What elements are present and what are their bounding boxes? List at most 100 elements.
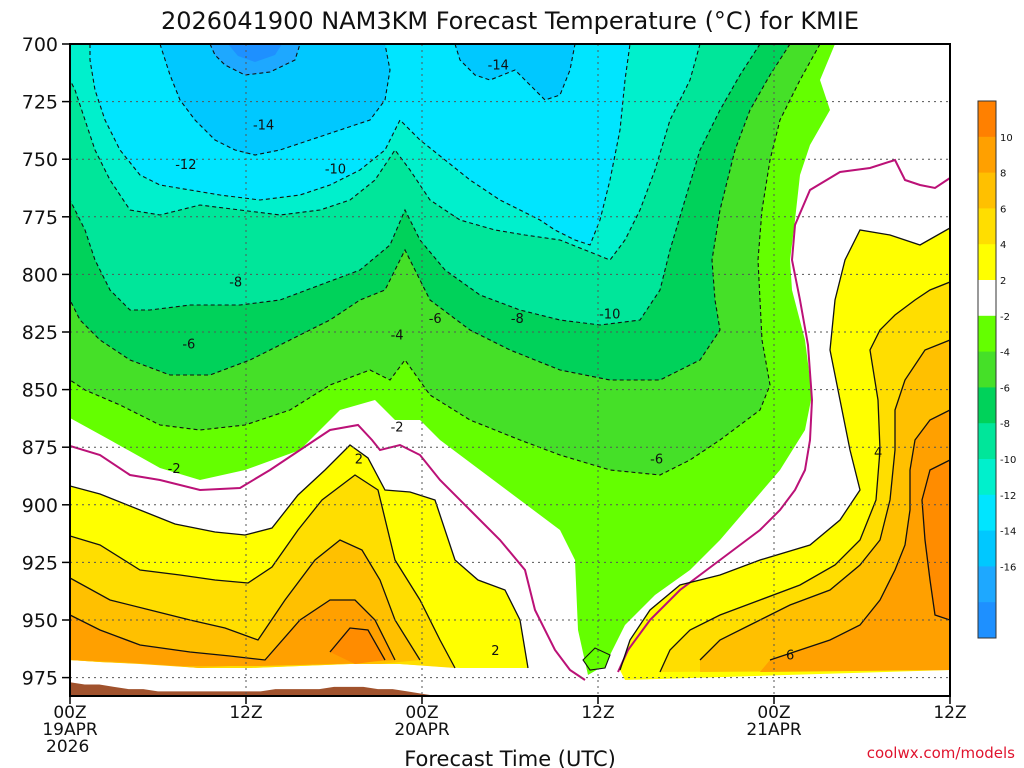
contour-plus10-east [921,459,950,621]
x-tick-label-0-0: 00Z [53,703,86,723]
band-blue-neg18 [228,44,282,62]
contour-lines [70,44,950,681]
plot-area [70,44,950,696]
colorbar-swatch-3 [978,208,996,245]
contour-plus6-west [70,539,421,661]
colorbar-swatch-10 [978,459,996,496]
contour-label-9: -6 [182,338,195,353]
colorbar-swatch-14 [978,602,996,639]
colorbar-label-1: 8 [1000,169,1006,180]
colorbar-label-9: -10 [1000,455,1016,466]
plot-frame [69,43,951,697]
y-tick-label-4: 800 [22,264,58,286]
colorbar-swatch-12 [978,530,996,567]
contour-plus4-east [659,281,950,673]
colorbar-label-2: 6 [1000,204,1006,215]
contour-label-16: 6 [786,649,794,664]
contour-label-11: -6 [650,453,663,468]
y-tick-label-8: 900 [22,495,58,517]
y-tick-label-2: 750 [22,149,58,171]
contour-label-6: -10 [599,308,620,323]
contour-minus2 [70,158,950,681]
contour-labels: -14 -14 -12 -10 -8 -8 -10 -6 -4 -6 -2 -6 -2 2 4 2 6 [168,59,883,664]
x-tick-label-5-0: 12Z [933,703,966,723]
contour-plus8-west [70,599,396,661]
colorbar-legend: 10 8 6 4 2 -2 -4 -6 -8 -10 -12 -14 -16 [977,100,1016,639]
contour-label-12: -2 [168,462,181,477]
contour-label-7: -6 [429,312,442,327]
x-tick-label-2-0: 00Z [405,703,438,723]
y-tick-label-9: 925 [22,552,58,574]
contour-plus2-west [70,444,529,669]
x-tick-label-4-0: 00Z [757,703,790,723]
colorbar-swatch-6 [978,315,996,353]
colorbar-swatch-13 [978,566,996,603]
contour-plus2-east [619,227,950,671]
contour-label-15: 2 [491,644,499,659]
contour-label-4: -8 [229,275,242,290]
x-tick-label-4-1: 21APR [746,720,802,740]
contour-pocket [582,647,611,671]
colorbar-swatch-5 [978,280,996,317]
colorbar-label-8: -8 [1000,419,1010,430]
contour-plus10-west [329,627,386,661]
colorbar-label-0: 10 [1000,133,1013,144]
colorbar-label-7: -6 [1000,383,1010,394]
colorbar-label-11: -14 [1000,527,1016,538]
band-cyan-neg14 [160,44,390,155]
band-warm-peak-east [922,460,950,620]
contour-minus16 [209,44,301,76]
colorbar-swatch-4 [978,244,996,281]
y-tick-label-0: 700 [22,34,58,56]
y-tick-label-7: 875 [22,437,58,459]
x-tick-label-0-1: 19APR [42,720,98,740]
x-tick-label-2-1: 20APR [394,720,450,740]
colorbar-label-6: -4 [1000,348,1010,359]
y-axis: 700 725 750 775 800 825 850 875 900 925 950 975 [22,34,70,690]
contour-label-5: -8 [511,312,524,327]
grid-lines [70,44,950,696]
contour-label-10: -2 [391,420,404,435]
contour-label-14: 4 [874,446,882,461]
contour-minus10 [70,44,701,261]
y-tick-label-5: 825 [22,322,58,344]
band-warm-deep-west [70,600,395,666]
x-tick-label-0-2: 2026 [46,737,89,757]
contour-minus8 [70,44,761,326]
colorbar-label-12: -16 [1000,562,1016,573]
contour-minus6 [70,44,791,381]
contour-label-8: -4 [391,328,404,343]
colorbar-swatch-1 [978,136,996,174]
band-cyan-neg14-b [455,44,575,100]
x-tick-label-3-0: 12Z [581,703,614,723]
y-tick-label-1: 725 [22,92,58,114]
contour-minus14-b [454,44,576,101]
contour-plus4-west [70,474,456,669]
colorbar-label-4: 2 [1000,276,1006,287]
y-tick-label-3: 775 [22,207,58,229]
colorbar-frame [977,100,997,639]
colorbar-label-10: -12 [1000,491,1016,502]
y-tick-label-11: 975 [22,668,58,690]
credit-text[interactable]: coolwx.com/models [867,744,1015,762]
colorbar-swatch-11 [978,494,996,532]
contour-label-0: -14 [488,59,509,74]
contour-label-13: 2 [355,453,363,468]
temperature-fill [70,44,950,680]
band-warm-deep-east [760,410,950,672]
contour-label-2: -12 [175,158,196,173]
terrain-ground [70,682,437,696]
contour-minus4 [70,44,821,476]
y-tick-label-6: 850 [22,380,58,402]
contour-label-3: -10 [325,162,346,177]
contour-plus8-east [769,409,950,661]
contour-plus6-east [699,339,950,661]
colorbar-label-3: 4 [1000,240,1006,251]
colorbar-swatch-2 [978,172,996,209]
y-tick-label-10: 950 [22,610,58,632]
colorbar-swatch-7 [978,351,996,388]
colorbar-swatch-0 [978,101,996,138]
colorbar-label-5: -2 [1000,312,1010,323]
